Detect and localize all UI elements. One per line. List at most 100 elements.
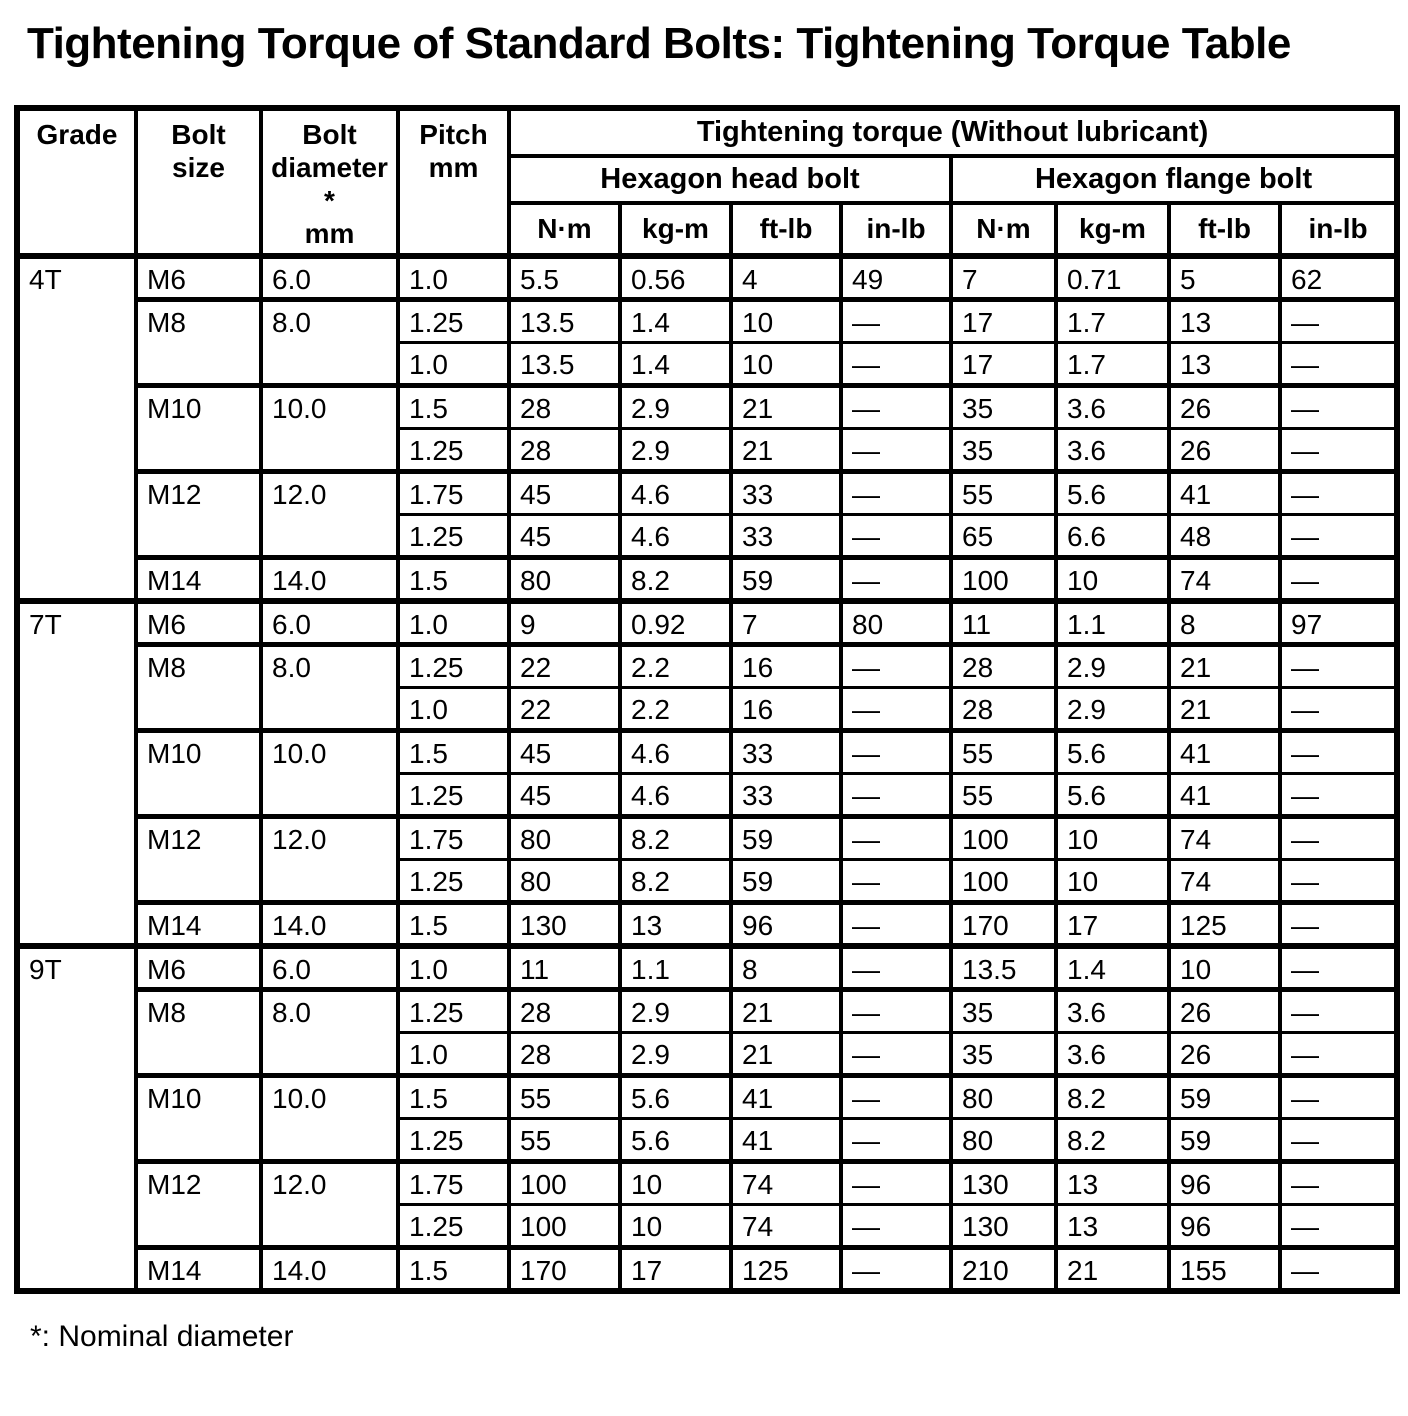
bolt-diameter-cell: 8.0 — [259, 987, 400, 1077]
torque-value-cell: 100 — [507, 1203, 622, 1249]
torque-value-cell: 48 — [1167, 513, 1282, 559]
table-row: M10 10.0 1.5 28 2.9 21—35 3.6 26— — [17, 383, 1400, 473]
torque-value-cell: — — [839, 1031, 953, 1077]
torque-value-cell: — — [1277, 383, 1400, 430]
torque-value-cell: 1.4 — [618, 341, 733, 387]
torque-value-cell: 41 — [1167, 772, 1282, 818]
torque-value-cell: 130 — [949, 1203, 1058, 1249]
torque-value-cell: — — [839, 686, 953, 732]
torque-value-cell: — — [839, 943, 953, 991]
torque-value-cell: — — [1277, 943, 1400, 991]
bolt-size-cell: M8 — [134, 642, 263, 732]
table-row: 1.25 28 2.9 21—35 3.6 26— — [17, 427, 1400, 473]
torque-value-cell: 55 — [949, 469, 1058, 516]
torque-value-cell: 41 — [1167, 728, 1282, 775]
pitch-cell: 1.75 — [396, 469, 511, 516]
torque-value-cell: 45 — [507, 728, 622, 775]
pitch-cell: 1.25 — [396, 987, 511, 1034]
bolt-diameter-cell: 10.0 — [259, 728, 400, 818]
torque-value-cell: 13 — [1054, 1203, 1171, 1249]
torque-value-cell: 5.6 — [1054, 469, 1171, 516]
torque-value-cell: 13.5 — [507, 341, 622, 387]
torque-value-cell: 26 — [1167, 987, 1282, 1034]
header-bolt-diameter: Bolt diameter * mm — [259, 106, 400, 258]
table-row: 1.25 45 4.6 33—55 5.6 41— — [17, 772, 1400, 818]
torque-value-cell: 74 — [1167, 555, 1282, 603]
torque-value-cell: 35 — [949, 987, 1058, 1034]
bolt-size-cell: M10 — [134, 383, 263, 473]
torque-value-cell: — — [1277, 987, 1400, 1034]
table-row: M12 12.0 1.75 45 4.6 33—55 5.6 41— — [17, 469, 1400, 559]
torque-table: Grade Bolt size Bolt diameter * mm Pitch… — [14, 105, 1401, 1294]
torque-value-cell: — — [1277, 858, 1400, 904]
torque-value-cell: 5.6 — [1054, 728, 1171, 775]
bolt-diameter-cell: 10.0 — [259, 1073, 400, 1163]
bolt-diameter-cell: 8.0 — [259, 297, 400, 387]
torque-value-cell: 16 — [729, 686, 843, 732]
torque-value-cell: — — [839, 555, 953, 603]
torque-value-cell: 100 — [949, 858, 1058, 904]
torque-value-cell: 33 — [729, 728, 843, 775]
torque-value-cell: 96 — [729, 900, 843, 948]
pitch-cell: 1.0 — [396, 686, 511, 732]
grade-cell: 9T — [15, 943, 138, 1293]
torque-value-cell: 41 — [729, 1073, 843, 1120]
table-row: 1.25 55 5.6 41—80 8.2 59— — [17, 1117, 1400, 1163]
torque-value-cell: 11 — [507, 943, 622, 991]
bolt-diameter-cell: 14.0 — [259, 555, 400, 603]
torque-value-cell: 4.6 — [618, 513, 733, 559]
torque-value-cell: — — [839, 1159, 953, 1206]
table-row: M10 10.0 1.5 45 4.6 33—55 5.6 41— — [17, 728, 1400, 818]
table-row: 7T M6 6.0 1.0 9 0.92 7 80 11 1.1 8 97 — [15, 598, 1400, 948]
torque-value-cell: 59 — [729, 858, 843, 904]
grade-cell: 4T — [15, 253, 138, 603]
torque-value-cell: 4.6 — [618, 469, 733, 516]
torque-value-cell: — — [1277, 297, 1400, 344]
torque-value-cell: — — [1277, 728, 1400, 775]
page-title: Tightening Torque of Standard Bolts: Tig… — [27, 19, 1291, 68]
torque-value-cell: 9 — [507, 598, 622, 646]
torque-value-cell: — — [839, 513, 953, 559]
torque-value-cell: — — [839, 1117, 953, 1163]
torque-value-cell: 74 — [1167, 814, 1282, 861]
table-row: M10 10.0 1.5 55 5.6 41—80 8.2 59— — [17, 1073, 1400, 1163]
torque-value-cell: — — [1277, 513, 1400, 559]
torque-value-cell: 45 — [507, 772, 622, 818]
torque-value-cell: 59 — [729, 814, 843, 861]
torque-value-cell: — — [1277, 900, 1400, 948]
torque-value-cell: — — [839, 1245, 953, 1293]
torque-value-cell: 74 — [729, 1203, 843, 1249]
torque-value-cell: — — [839, 1073, 953, 1120]
torque-value-cell: — — [839, 642, 953, 689]
torque-value-cell: — — [839, 728, 953, 775]
pitch-cell: 1.0 — [396, 598, 511, 646]
torque-value-cell: 5.6 — [618, 1117, 733, 1163]
torque-value-cell: 45 — [507, 513, 622, 559]
torque-value-cell: — — [1277, 341, 1400, 387]
torque-value-cell: 170 — [507, 1245, 622, 1293]
bolt-diameter-cell: 12.0 — [259, 814, 400, 904]
torque-value-cell: 16 — [729, 642, 843, 689]
torque-value-cell: 21 — [729, 383, 843, 430]
bolt-size-cell: M12 — [134, 814, 263, 904]
torque-value-cell: — — [1277, 1159, 1400, 1206]
pitch-cell: 1.0 — [396, 943, 511, 991]
torque-value-cell: — — [839, 383, 953, 430]
torque-value-cell: 80 — [507, 814, 622, 861]
torque-value-cell: 100 — [949, 555, 1058, 603]
table-row: M14 14.0 1.5 80 8.2 59—100 10 74— — [17, 555, 1400, 603]
torque-value-cell: 21 — [729, 1031, 843, 1077]
header-unit-inlb-flange: in-lb — [1277, 201, 1400, 259]
torque-value-cell: 8.2 — [618, 555, 733, 603]
torque-value-cell: 8 — [729, 943, 843, 991]
header-row-units: N·m kg-m ft-lb in-lb N·m kg-m ft-lb in-l… — [17, 201, 1400, 259]
torque-value-cell: 21 — [1167, 686, 1282, 732]
torque-value-cell: 1.1 — [618, 943, 733, 991]
torque-value-cell: 10 — [1054, 555, 1171, 603]
pitch-cell: 1.25 — [396, 1203, 511, 1249]
torque-value-cell: — — [839, 341, 953, 387]
bolt-size-cell: M6 — [134, 253, 263, 301]
pitch-cell: 1.0 — [396, 341, 511, 387]
bolt-size-cell: M10 — [134, 1073, 263, 1163]
torque-value-cell: 28 — [507, 383, 622, 430]
